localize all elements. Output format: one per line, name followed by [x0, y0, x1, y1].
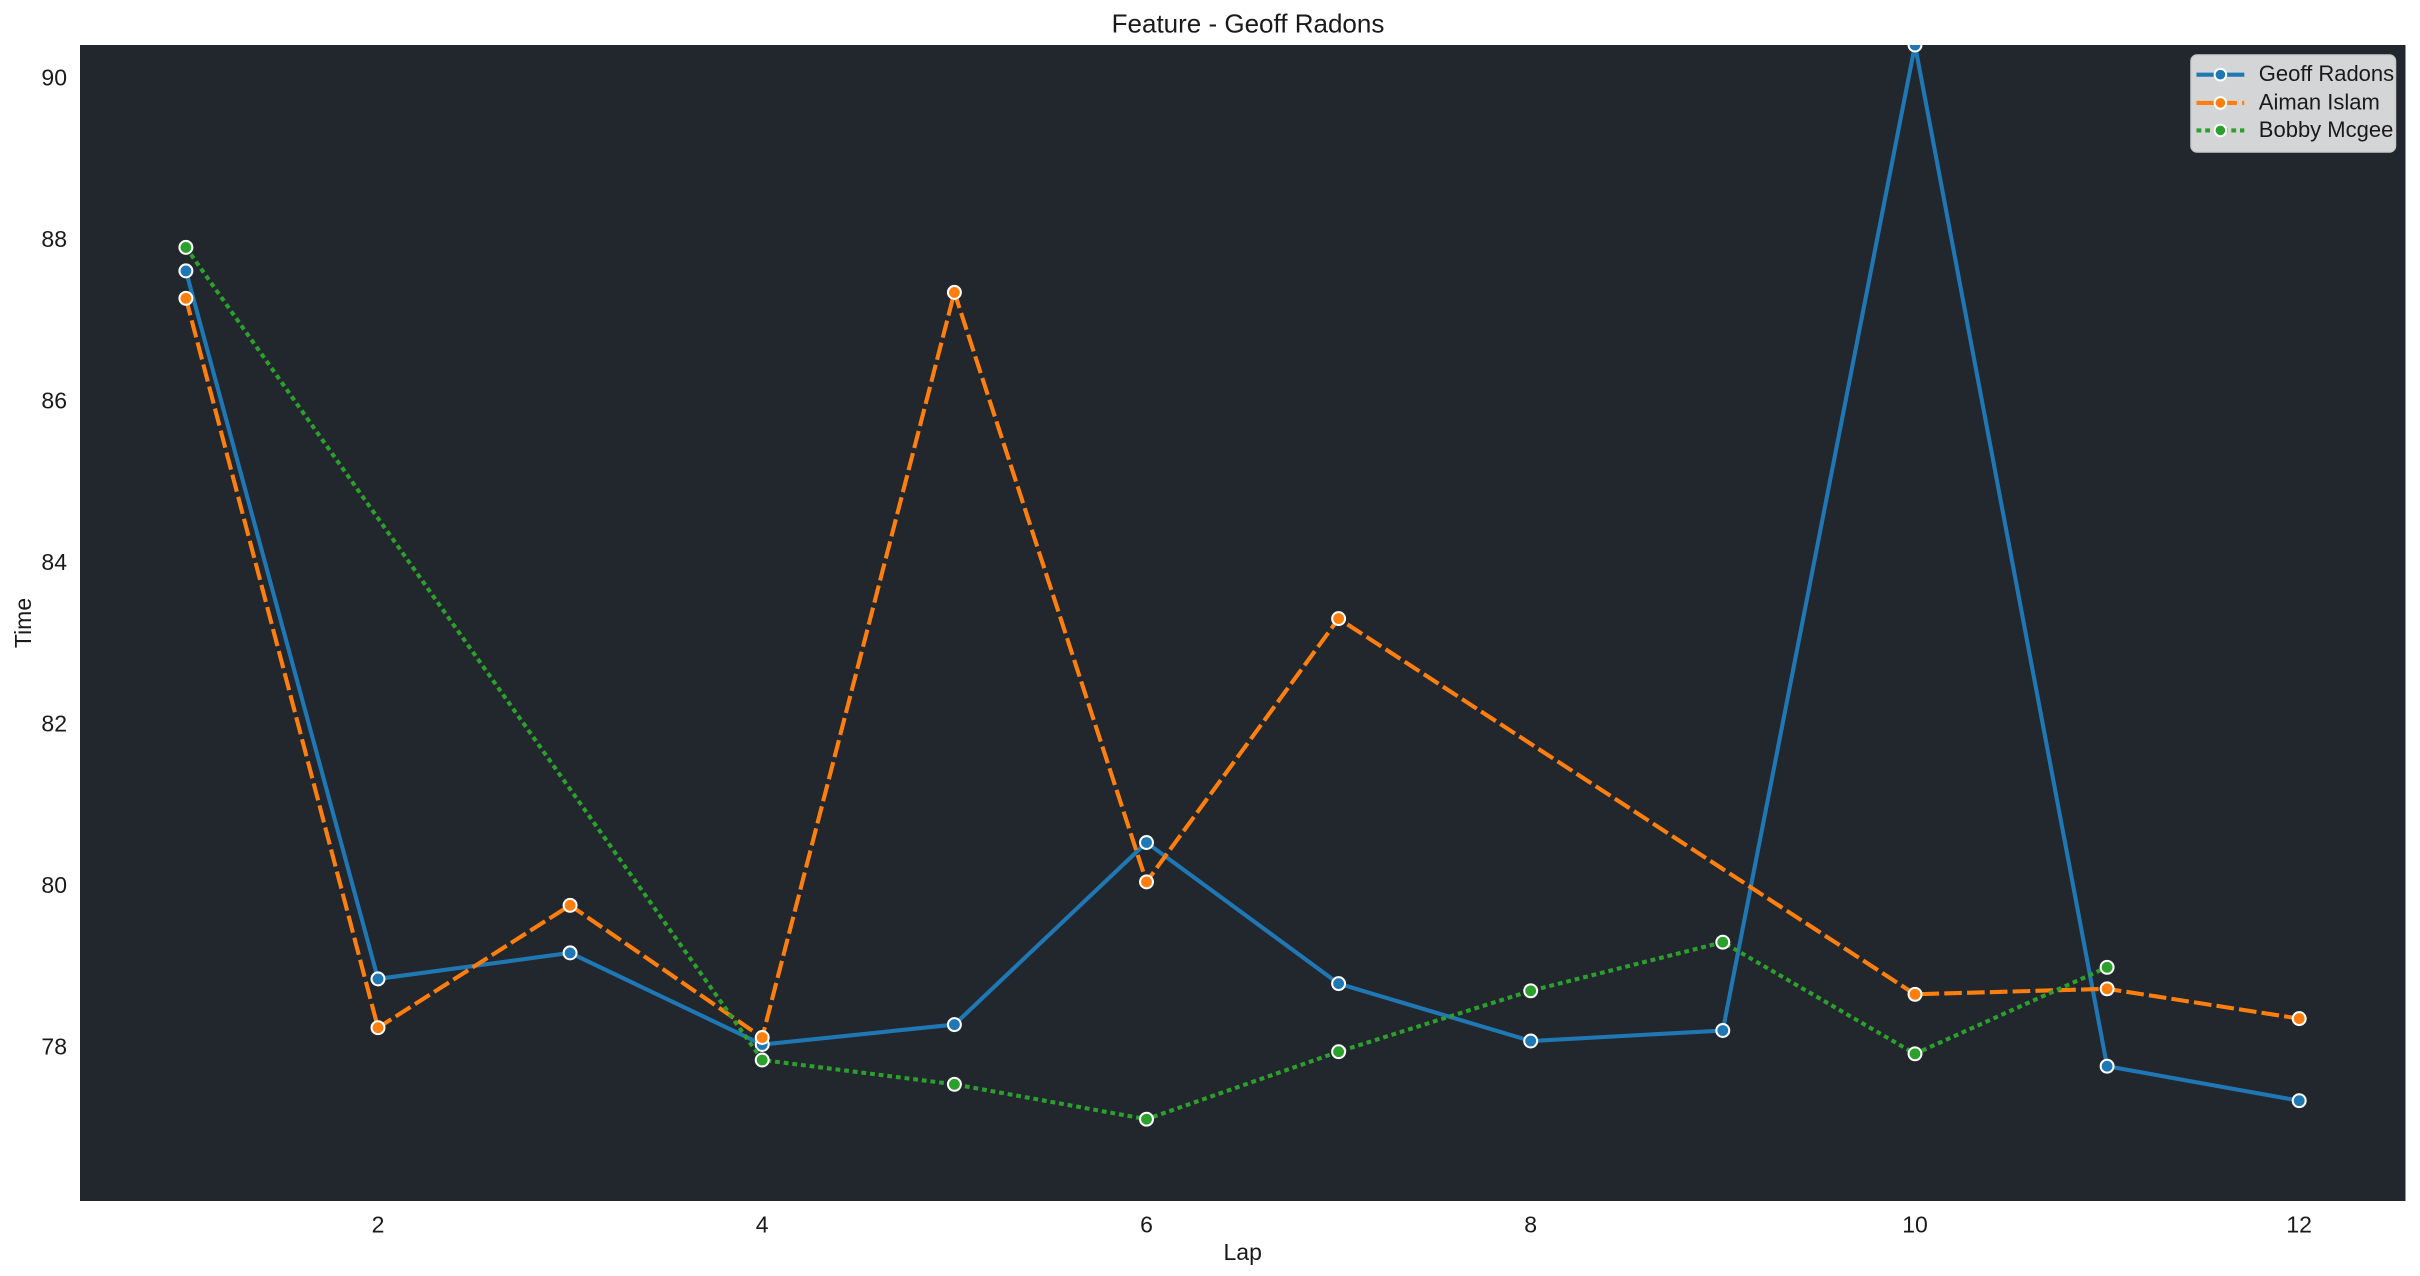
svg-text:6: 6 — [1140, 1212, 1153, 1238]
svg-text:86: 86 — [41, 388, 67, 414]
svg-text:Aiman Islam: Aiman Islam — [2259, 89, 2380, 114]
svg-text:Feature - Geoff Radons: Feature - Geoff Radons — [1112, 9, 1385, 39]
svg-text:90: 90 — [41, 65, 67, 91]
svg-text:8: 8 — [1524, 1212, 1537, 1238]
svg-text:2: 2 — [372, 1212, 385, 1238]
svg-text:88: 88 — [41, 226, 67, 252]
svg-text:Lap: Lap — [1224, 1239, 1262, 1265]
svg-text:Time: Time — [10, 598, 36, 648]
svg-text:10: 10 — [1902, 1212, 1928, 1238]
svg-text:78: 78 — [41, 1034, 67, 1060]
svg-text:Geoff Radons: Geoff Radons — [2259, 61, 2394, 86]
svg-text:4: 4 — [756, 1212, 769, 1238]
svg-text:84: 84 — [41, 549, 67, 575]
svg-text:Bobby Mcgee: Bobby Mcgee — [2259, 117, 2394, 142]
svg-text:82: 82 — [41, 711, 67, 737]
svg-text:80: 80 — [41, 872, 67, 898]
svg-text:12: 12 — [2286, 1212, 2312, 1238]
